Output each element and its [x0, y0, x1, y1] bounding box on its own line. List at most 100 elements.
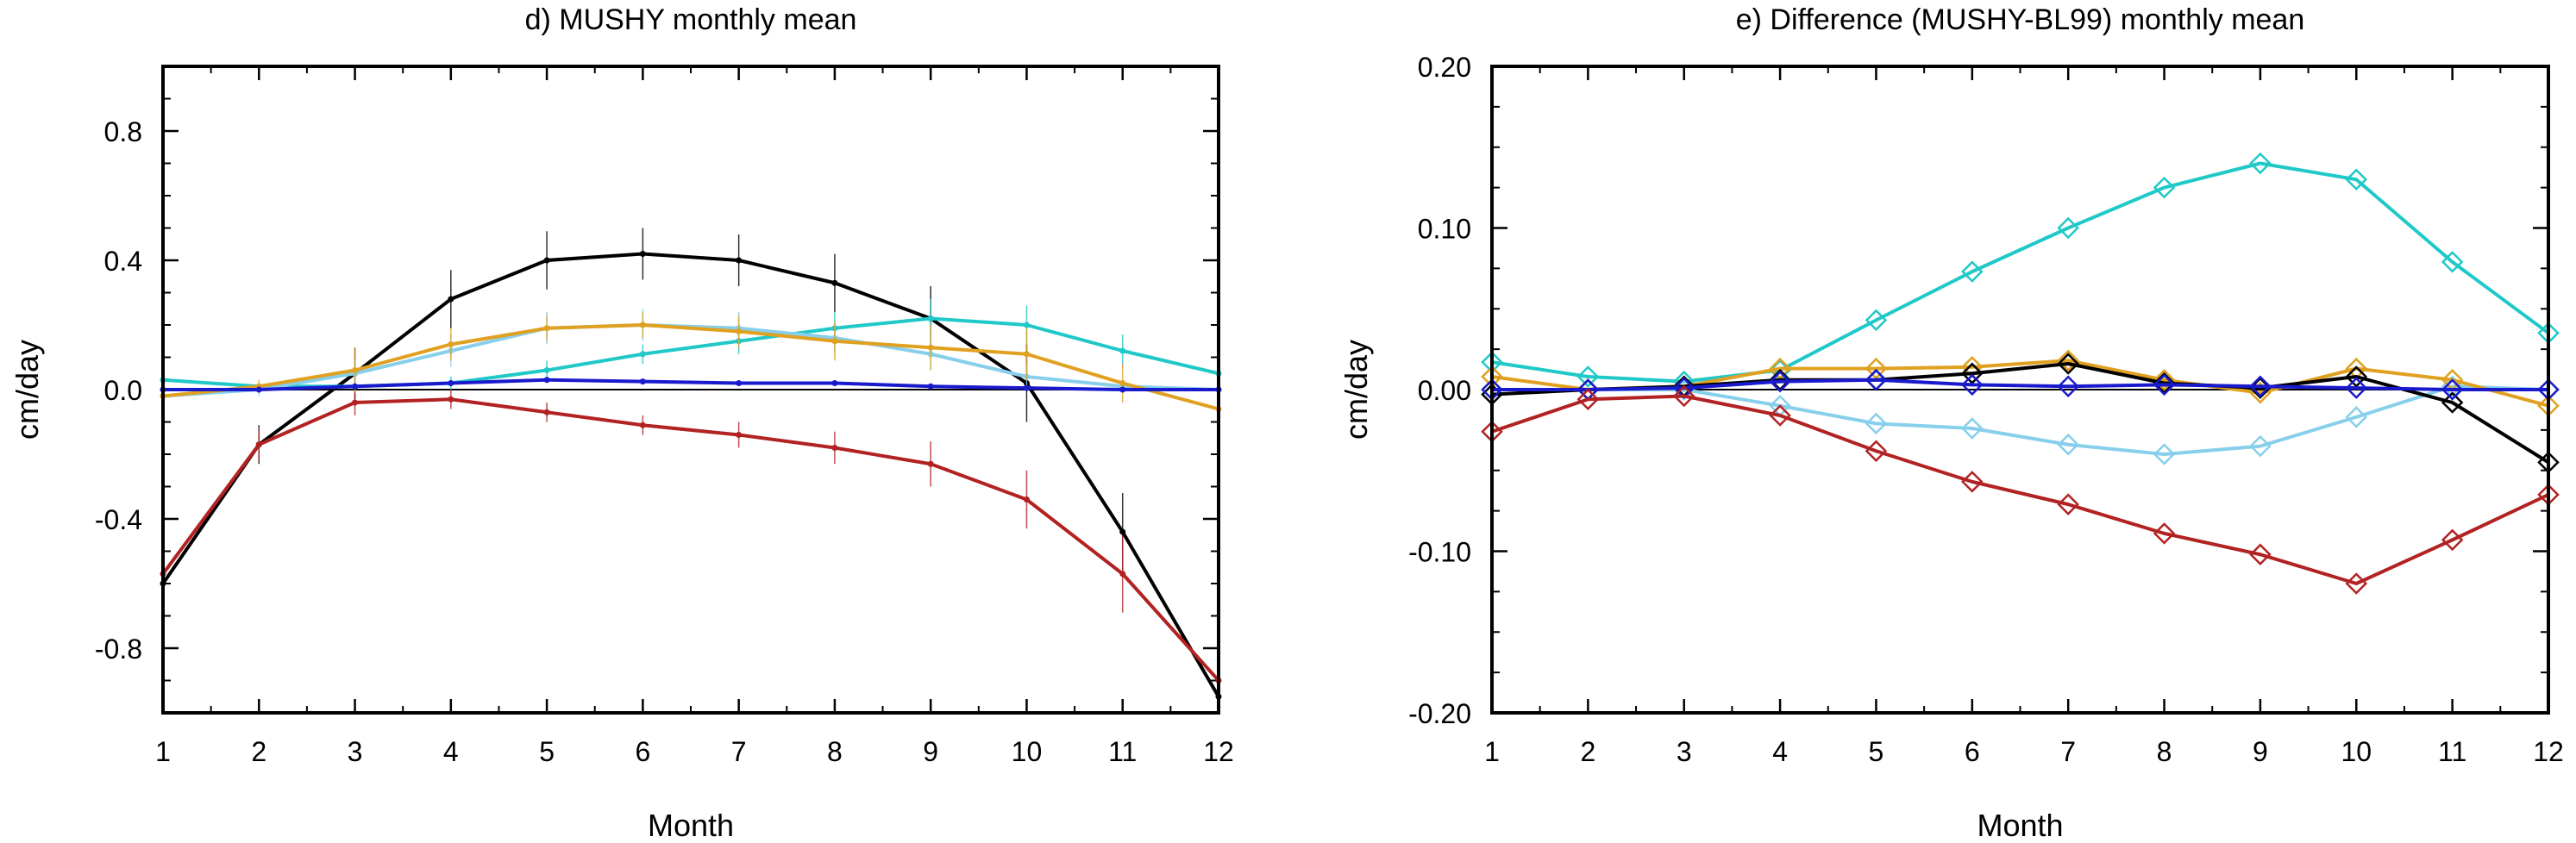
x-tick-label: 7 — [731, 736, 747, 767]
data-point — [2153, 373, 2176, 397]
y-tick-label: 0.10 — [1418, 214, 1471, 245]
series-line — [1492, 378, 2548, 391]
data-point — [448, 396, 454, 403]
data-point — [1119, 528, 1126, 535]
data-point — [2345, 406, 2368, 428]
x-tick-label: 5 — [539, 736, 555, 767]
data-point — [352, 383, 359, 390]
x-tick-label: 1 — [155, 736, 171, 767]
data-point — [1865, 357, 1888, 380]
data-point — [1865, 309, 1888, 332]
x-tick-label: 1 — [1484, 736, 1500, 767]
data-point — [2249, 543, 2272, 566]
chart-title: e) Difference (MUSHY-BL99) monthly mean — [1736, 3, 2305, 36]
x-tick-label: 3 — [1677, 736, 1692, 767]
y-tick-label: 0.00 — [1418, 375, 1471, 406]
data-point — [2441, 378, 2464, 401]
data-point — [831, 380, 838, 386]
series-line — [1491, 161, 2550, 384]
x-tick-label: 6 — [1965, 736, 1980, 767]
data-point — [1119, 380, 1126, 386]
data-point — [1023, 496, 1030, 503]
x-tick-label: 10 — [2341, 736, 2372, 767]
chart-title: d) MUSHY monthly mean — [525, 3, 857, 36]
data-point — [639, 422, 646, 428]
y-tick-label: 0.20 — [1418, 52, 1471, 83]
data-point — [2249, 375, 2272, 398]
series-line — [161, 252, 1220, 698]
data-point — [639, 251, 646, 257]
x-axis-label: Month — [648, 808, 734, 843]
data-point — [2153, 443, 2176, 465]
data-point — [543, 367, 550, 373]
data-point — [2345, 168, 2368, 191]
data-point — [831, 279, 838, 286]
data-point — [2249, 152, 2272, 175]
data-point — [448, 296, 454, 303]
x-tick-label: 4 — [1772, 736, 1788, 767]
data-point — [352, 367, 359, 373]
data-point — [1865, 440, 1888, 463]
data-point — [1023, 351, 1030, 358]
data-point — [2153, 176, 2176, 199]
series-1 — [160, 228, 1222, 713]
data-point — [1023, 322, 1030, 328]
data-point — [1769, 370, 1791, 393]
data-point — [2345, 365, 2368, 388]
x-tick-label: 12 — [1203, 736, 1234, 767]
data-point — [448, 380, 454, 386]
data-point — [1961, 362, 1984, 385]
data-point — [1119, 386, 1126, 393]
y-tick-label: 0.0 — [104, 375, 142, 406]
data-point — [255, 441, 262, 448]
data-point — [2345, 377, 2368, 399]
data-point — [736, 328, 743, 334]
series-5 — [1481, 368, 2560, 401]
x-tick-label: 2 — [251, 736, 266, 767]
data-point — [1576, 388, 1600, 411]
y-axis-label: cm/day — [9, 340, 45, 440]
data-point — [2057, 216, 2079, 240]
x-tick-label: 9 — [2253, 736, 2268, 767]
data-point — [2345, 572, 2368, 595]
x-tick-label: 8 — [827, 736, 843, 767]
data-point — [1961, 471, 1984, 493]
data-point — [2153, 368, 2176, 391]
data-point — [2057, 493, 2079, 515]
x-tick-label: 7 — [2060, 736, 2076, 767]
data-point — [927, 383, 934, 390]
plot-frame — [161, 65, 1220, 715]
data-point — [543, 409, 550, 415]
data-point — [831, 445, 838, 451]
series-line — [1491, 394, 2549, 585]
data-point — [1119, 347, 1126, 354]
series-line — [163, 378, 1219, 391]
y-tick-label: 0.8 — [104, 116, 142, 147]
y-tick-label: 0.4 — [104, 246, 142, 277]
data-point — [2057, 433, 2079, 456]
data-point — [639, 351, 646, 358]
data-point — [543, 377, 550, 384]
x-tick-label: 4 — [443, 736, 459, 767]
data-point — [2441, 528, 2464, 552]
plot-frame — [1490, 65, 2550, 715]
y-tick-label: -0.10 — [1408, 537, 1471, 568]
data-point — [1865, 412, 1888, 435]
y-tick-label: -0.8 — [95, 634, 142, 665]
data-point — [543, 325, 550, 332]
data-point — [1769, 404, 1791, 427]
data-point — [736, 380, 743, 386]
x-tick-label: 11 — [1108, 736, 1137, 767]
y-tick-label: -0.4 — [95, 504, 142, 535]
data-point — [1672, 384, 1695, 408]
series-line — [161, 397, 1220, 682]
series-1 — [1481, 152, 2560, 393]
data-point — [1023, 384, 1030, 391]
x-axis-label: Month — [1977, 808, 2063, 843]
data-point — [927, 344, 934, 351]
data-point — [1961, 373, 1984, 397]
data-point — [2057, 375, 2079, 398]
x-tick-label: 2 — [1580, 736, 1595, 767]
